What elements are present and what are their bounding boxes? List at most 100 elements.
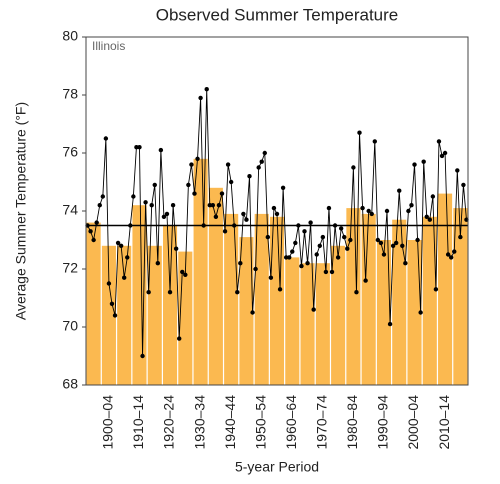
- x-tick-label: 1910–14: [130, 395, 146, 450]
- annual-point: [207, 203, 212, 208]
- bar: [224, 213, 239, 385]
- annual-point: [164, 211, 170, 217]
- bar: [438, 193, 453, 385]
- annual-point: [140, 353, 145, 359]
- annual-point: [360, 205, 365, 211]
- annual-point: [366, 208, 371, 214]
- x-tick-label: 1980–84: [344, 395, 360, 450]
- annual-point: [427, 217, 432, 222]
- annual-point: [186, 182, 191, 188]
- bar: [422, 216, 437, 385]
- annual-point: [375, 237, 381, 243]
- plot-frame: [85, 36, 469, 386]
- y-axis-label: Average Summer Temperature (°F): [13, 102, 29, 320]
- annual-point: [216, 203, 222, 208]
- bar: [331, 245, 346, 385]
- annual-point: [354, 290, 359, 295]
- y-tick-label: 68: [62, 376, 78, 392]
- annual-point: [406, 208, 411, 214]
- annual-point: [455, 168, 460, 173]
- annual-point: [210, 203, 216, 208]
- annual-point: [299, 263, 304, 269]
- annual-point: [225, 162, 231, 167]
- annual-point: [173, 246, 179, 251]
- annual-point: [308, 220, 313, 225]
- annual-point: [277, 287, 283, 292]
- annual-point: [421, 159, 426, 164]
- bar: [346, 208, 361, 385]
- annual-point: [189, 162, 194, 167]
- x-tick-label: 1930–34: [191, 395, 207, 450]
- annual-point: [155, 261, 161, 266]
- annual-point: [280, 185, 286, 190]
- annual-point: [195, 156, 200, 161]
- annual-point: [106, 281, 112, 286]
- annual-point: [305, 261, 310, 266]
- annual-point: [213, 214, 219, 219]
- annual-point: [461, 182, 466, 188]
- annual-point: [439, 153, 445, 159]
- x-axis-label: 5-year Period: [235, 459, 319, 475]
- x-tick-label: 1900–04: [100, 395, 116, 450]
- annual-point: [283, 255, 289, 260]
- annual-point: [115, 240, 121, 246]
- y-tick-label: 74: [62, 202, 78, 218]
- annual-point: [112, 313, 118, 318]
- annual-point: [183, 272, 188, 277]
- annual-point: [204, 87, 209, 92]
- bar: [453, 208, 468, 385]
- annual-point: [314, 252, 319, 257]
- x-tick-label: 1960–64: [283, 395, 299, 450]
- annual-point: [131, 194, 136, 199]
- annual-point: [348, 237, 353, 243]
- annual-point: [103, 136, 109, 141]
- annual-point: [192, 191, 197, 196]
- annual-point: [232, 223, 237, 228]
- bar: [147, 245, 162, 385]
- annual-point: [134, 145, 139, 150]
- x-tick-label: 1990–94: [375, 395, 391, 450]
- bar: [163, 225, 178, 385]
- x-tick-label: 1920–24: [161, 395, 177, 450]
- annual-point: [293, 240, 298, 246]
- annual-point: [137, 145, 142, 150]
- x-tick-label: 2010–14: [436, 395, 452, 450]
- annual-point: [372, 139, 377, 144]
- annual-point: [363, 278, 368, 283]
- annual-point: [222, 229, 228, 234]
- annual-point: [320, 234, 326, 240]
- annual-point: [345, 246, 350, 251]
- bar: [86, 222, 101, 385]
- x-tick-label: 2000–04: [405, 395, 421, 450]
- annual-point: [244, 217, 249, 222]
- y-tick-label: 70: [62, 318, 78, 334]
- y-tick-label: 78: [62, 86, 78, 102]
- bar: [392, 219, 407, 385]
- x-tick-label: 1970–74: [314, 395, 330, 450]
- bar: [285, 257, 300, 385]
- bar: [117, 245, 132, 385]
- annual-point: [403, 261, 408, 266]
- annual-point: [323, 269, 329, 275]
- annual-point: [97, 203, 102, 208]
- annual-point: [409, 203, 414, 208]
- annual-point: [400, 243, 405, 248]
- annual-point: [290, 249, 295, 254]
- annual-point: [448, 255, 454, 260]
- annual-point: [335, 255, 341, 260]
- annual-point: [94, 220, 99, 225]
- annual-point: [149, 203, 154, 208]
- annual-point: [238, 261, 243, 266]
- annual-point: [393, 240, 399, 246]
- annual-point: [109, 301, 115, 306]
- annotation: Illinois: [92, 39, 125, 53]
- annual-point: [342, 234, 347, 240]
- x-tick-label: 1950–54: [252, 395, 268, 450]
- annual-point: [436, 139, 442, 144]
- bar: [376, 240, 391, 385]
- annual-point: [88, 229, 93, 234]
- annual-point: [357, 130, 362, 135]
- bar: [254, 213, 269, 385]
- annual-point: [170, 203, 176, 208]
